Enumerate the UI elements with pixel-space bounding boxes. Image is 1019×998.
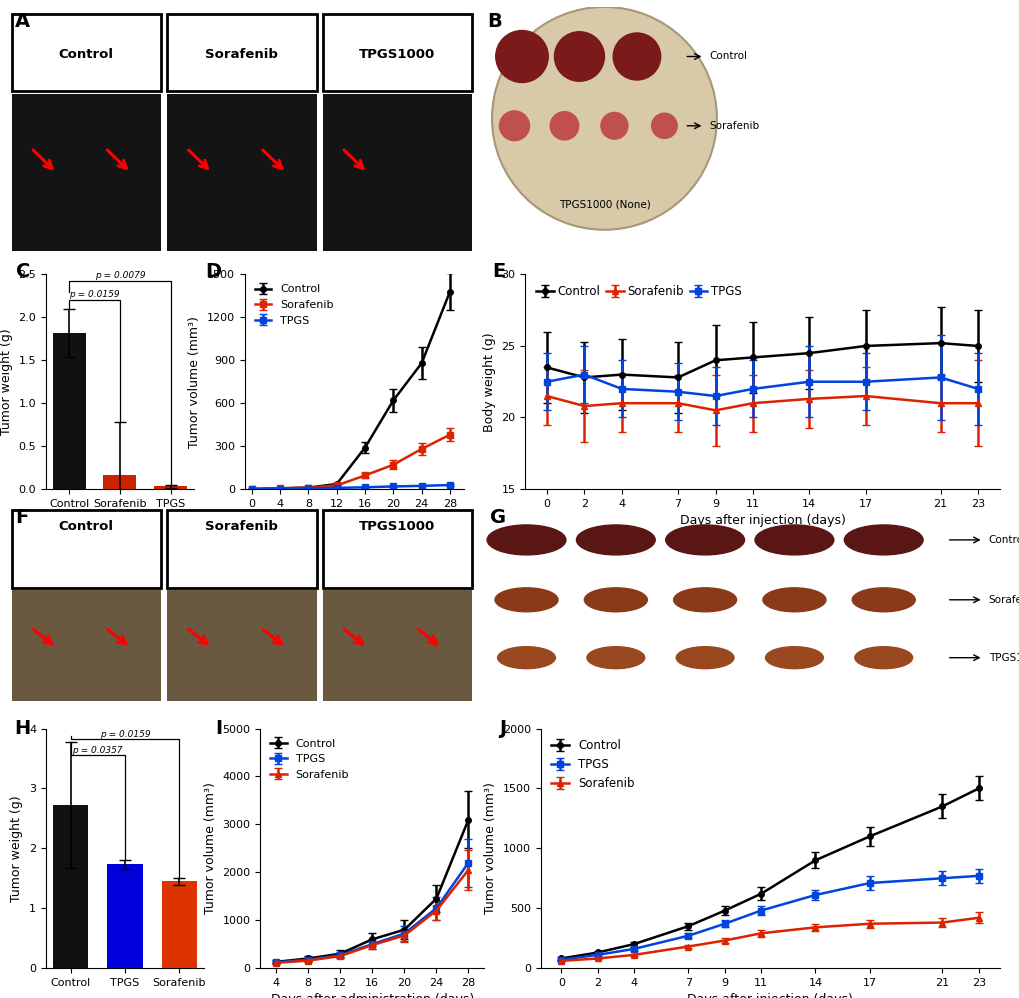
- Text: G: G: [489, 508, 505, 527]
- X-axis label: Days after injection (days): Days after injection (days): [679, 514, 845, 527]
- Bar: [161, 881, 197, 968]
- Circle shape: [584, 588, 647, 612]
- Circle shape: [491, 7, 716, 230]
- Circle shape: [765, 647, 822, 669]
- Circle shape: [854, 647, 912, 669]
- Y-axis label: Tumor weight (g): Tumor weight (g): [0, 328, 13, 435]
- Y-axis label: Tumor weight (g): Tumor weight (g): [10, 795, 23, 901]
- Text: p = 0.0159: p = 0.0159: [69, 290, 119, 299]
- Bar: [53, 332, 86, 489]
- Text: Sorafenib: Sorafenib: [205, 520, 278, 534]
- Text: I: I: [215, 719, 222, 738]
- Y-axis label: Tumor volume (mm³): Tumor volume (mm³): [484, 782, 496, 914]
- Text: H: H: [14, 719, 31, 738]
- Circle shape: [576, 525, 654, 555]
- FancyBboxPatch shape: [11, 94, 161, 250]
- Text: Control: Control: [59, 48, 114, 61]
- Text: J: J: [499, 719, 505, 738]
- Circle shape: [673, 588, 736, 612]
- Legend: Control, TPGS, Sorafenib: Control, TPGS, Sorafenib: [265, 735, 354, 784]
- Text: A: A: [15, 12, 30, 31]
- FancyBboxPatch shape: [167, 510, 316, 588]
- Text: C: C: [16, 261, 31, 280]
- Circle shape: [612, 33, 660, 80]
- Circle shape: [554, 32, 604, 81]
- FancyBboxPatch shape: [167, 590, 316, 701]
- Circle shape: [487, 525, 566, 555]
- FancyBboxPatch shape: [322, 590, 472, 701]
- Text: Control: Control: [987, 535, 1019, 545]
- FancyBboxPatch shape: [11, 510, 161, 588]
- Text: TPGS1000: TPGS1000: [359, 520, 435, 534]
- Text: p = 0.0159: p = 0.0159: [100, 730, 150, 739]
- Y-axis label: Tumor volume (mm³): Tumor volume (mm³): [189, 315, 201, 448]
- Legend: Control, Sorafenib, TPGS: Control, Sorafenib, TPGS: [531, 280, 746, 302]
- Circle shape: [494, 588, 557, 612]
- X-axis label: Days after administration (days): Days after administration (days): [270, 993, 474, 998]
- Text: p = 0.0357: p = 0.0357: [72, 746, 123, 754]
- FancyBboxPatch shape: [11, 590, 161, 701]
- Legend: Control, TPGS, Sorafenib: Control, TPGS, Sorafenib: [546, 735, 639, 794]
- Text: E: E: [491, 261, 504, 280]
- Text: F: F: [15, 508, 29, 527]
- Text: Sorafenib: Sorafenib: [709, 121, 759, 131]
- Bar: [154, 486, 186, 489]
- FancyBboxPatch shape: [11, 14, 161, 91]
- Circle shape: [549, 112, 578, 140]
- FancyBboxPatch shape: [322, 94, 472, 250]
- Text: Sorafenib: Sorafenib: [987, 595, 1019, 605]
- FancyBboxPatch shape: [167, 14, 316, 91]
- Circle shape: [600, 113, 628, 139]
- Bar: [53, 805, 89, 968]
- Bar: [103, 475, 137, 489]
- Circle shape: [586, 647, 644, 669]
- Text: TPGS1000 (None): TPGS1000 (None): [558, 200, 650, 210]
- Text: p = 0.0079: p = 0.0079: [95, 271, 145, 280]
- Circle shape: [676, 647, 734, 669]
- Text: Sorafenib: Sorafenib: [205, 48, 278, 61]
- X-axis label: Days: Days: [338, 514, 370, 527]
- Circle shape: [852, 588, 914, 612]
- Circle shape: [665, 525, 744, 555]
- Circle shape: [844, 525, 922, 555]
- FancyBboxPatch shape: [167, 94, 316, 250]
- Circle shape: [497, 647, 555, 669]
- Circle shape: [651, 113, 677, 139]
- Circle shape: [754, 525, 833, 555]
- FancyBboxPatch shape: [322, 14, 472, 91]
- Circle shape: [495, 31, 547, 83]
- Circle shape: [762, 588, 825, 612]
- Text: Control: Control: [59, 520, 114, 534]
- Bar: [107, 864, 143, 968]
- Legend: Control, Sorafenib, TPGS: Control, Sorafenib, TPGS: [250, 280, 338, 330]
- Text: TPGS1000: TPGS1000: [359, 48, 435, 61]
- Text: B: B: [486, 12, 501, 31]
- FancyBboxPatch shape: [322, 510, 472, 588]
- Y-axis label: Body weight (g): Body weight (g): [482, 332, 495, 431]
- Y-axis label: Tumor volume (mm³): Tumor volume (mm³): [204, 782, 216, 914]
- Text: TPGS1000: TPGS1000: [987, 653, 1019, 663]
- Text: D: D: [205, 261, 221, 280]
- Circle shape: [499, 111, 529, 141]
- X-axis label: Days after injection (days): Days after injection (days): [687, 993, 852, 998]
- Text: Control: Control: [709, 52, 747, 62]
